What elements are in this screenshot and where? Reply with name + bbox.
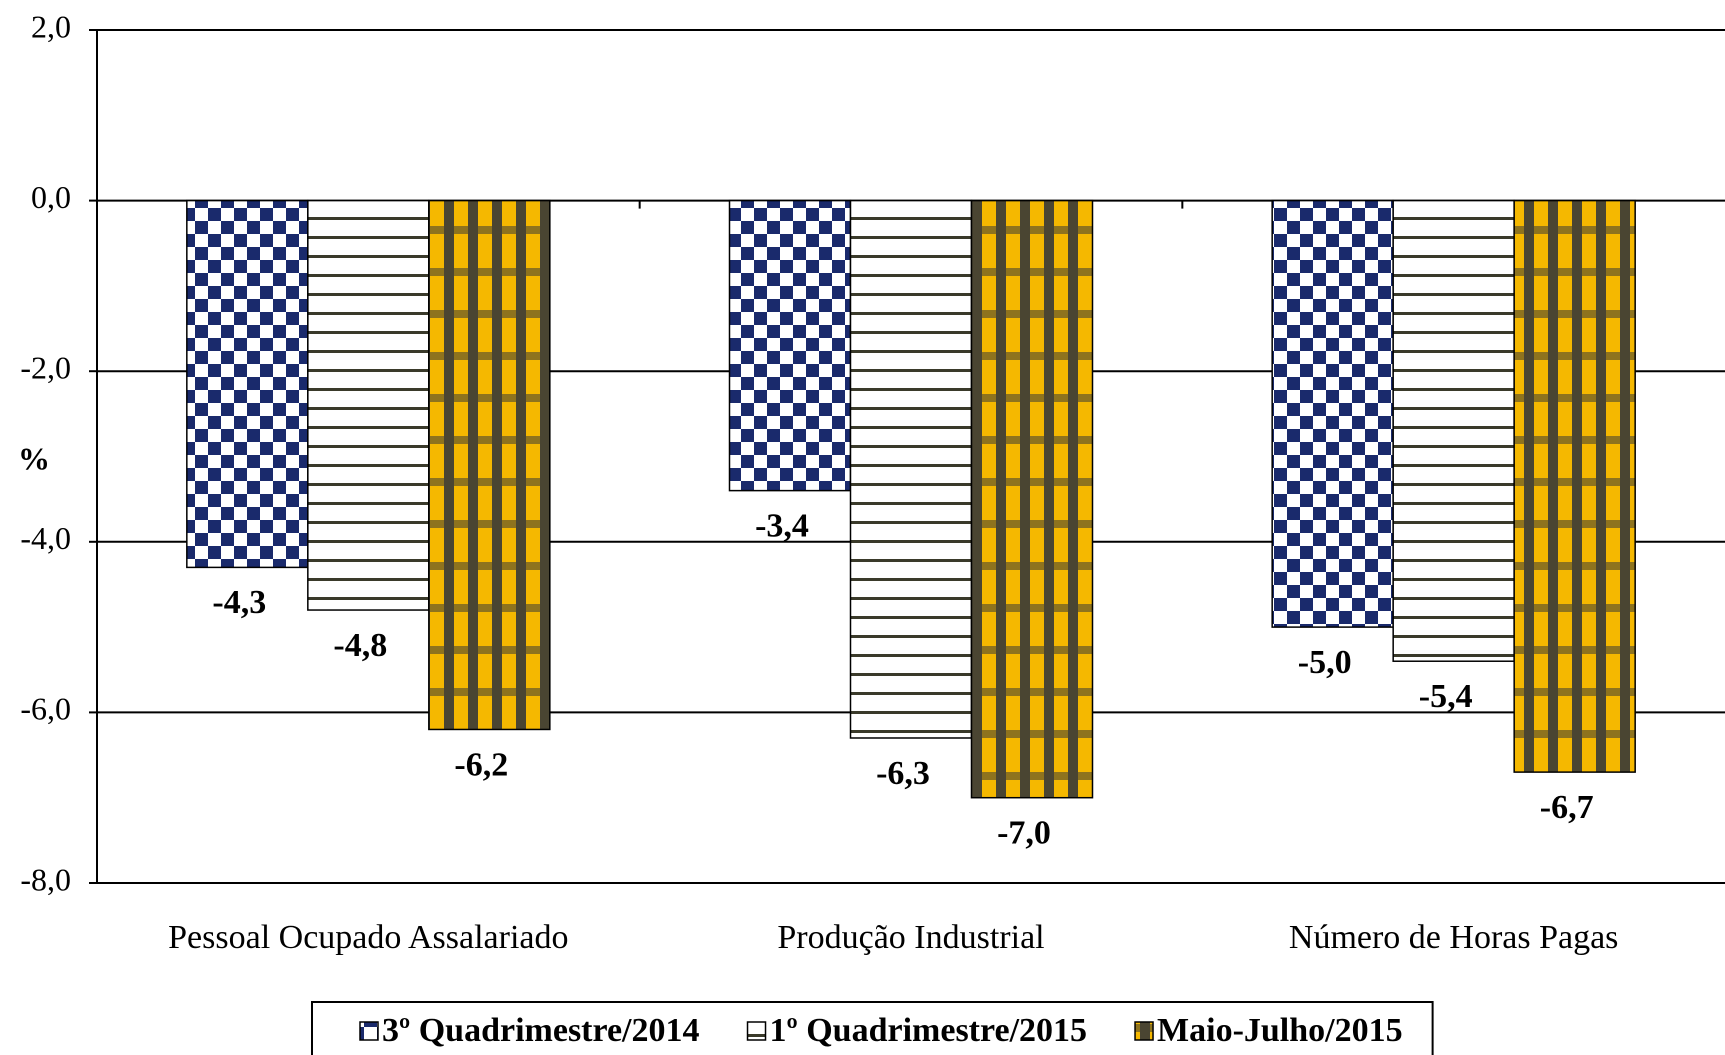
bar xyxy=(849,199,973,739)
value-label: -7,0 xyxy=(997,814,1051,851)
y-tick-label: -4,0 xyxy=(20,520,71,556)
y-tick-label: 0,0 xyxy=(31,179,71,215)
legend-label: 1º Quadrimestre/2015 xyxy=(770,1012,1088,1049)
bar xyxy=(728,199,852,492)
y-tick-label: -6,0 xyxy=(20,691,71,727)
y-axis-label: % xyxy=(18,440,50,476)
value-label: -4,8 xyxy=(333,627,387,664)
x-tick-label: Pessoal Ocupado Assalariado xyxy=(168,919,568,956)
legend-box xyxy=(311,1001,1434,1055)
bar xyxy=(1392,199,1515,662)
value-label: -6,3 xyxy=(876,755,930,792)
x-tick-label: Número de Horas Pagas xyxy=(1289,919,1619,956)
value-label: -6,2 xyxy=(454,746,508,783)
value-label: -3,4 xyxy=(755,507,809,544)
bar xyxy=(970,199,1094,799)
legend-swatch xyxy=(1134,1021,1154,1041)
value-label: -4,3 xyxy=(212,584,266,621)
legend-label: Maio-Julho/2015 xyxy=(1157,1012,1403,1049)
y-tick-label: 2,0 xyxy=(31,8,71,44)
value-label: -5,0 xyxy=(1298,644,1352,681)
legend: 3º Quadrimestre/2014 1º Quadrimestre/2015… xyxy=(311,1001,1434,1055)
legend-swatch xyxy=(359,1021,379,1041)
value-label: -6,7 xyxy=(1540,789,1594,826)
bar xyxy=(307,199,430,611)
bar xyxy=(1271,199,1394,628)
bar xyxy=(186,199,309,569)
bar xyxy=(1513,199,1636,773)
y-tick-label: -2,0 xyxy=(20,350,71,386)
y-tick-label: -8,0 xyxy=(20,861,71,897)
bar xyxy=(428,199,551,731)
legend-label: 3º Quadrimestre/2014 xyxy=(382,1012,700,1049)
legend-swatch xyxy=(746,1021,767,1041)
value-label: -5,4 xyxy=(1419,678,1473,715)
x-tick-label: Produção Industrial xyxy=(777,919,1044,956)
